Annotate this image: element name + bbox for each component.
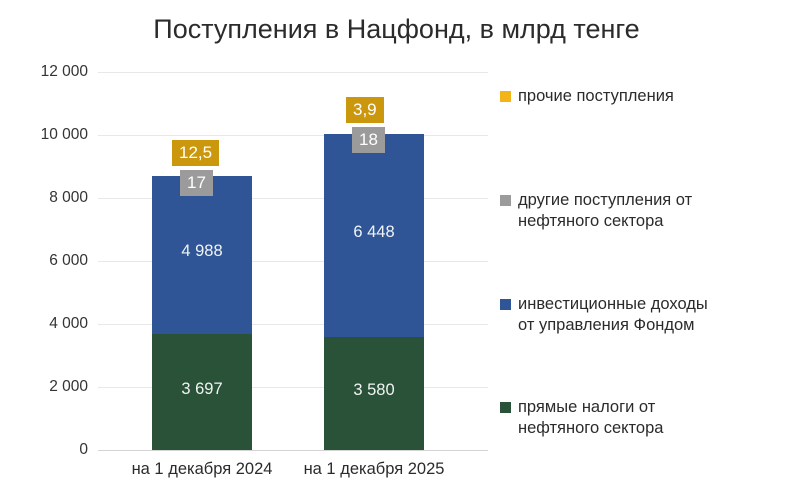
y-tick-10000: 10 000 (40, 126, 88, 143)
gridline-baseline-0 (98, 450, 488, 451)
bar-value-direct-taxes: 3 697 (181, 379, 223, 398)
legend-item-direct-taxes[interactable]: прямые налоги от нефтяного сектора (500, 397, 790, 439)
y-tick-8000: 8 000 (49, 189, 88, 206)
bar-segment-direct-taxes[interactable]: 3 580 (324, 337, 424, 450)
gridline-8000 (98, 198, 488, 199)
bar-value-investment-income: 4 988 (181, 242, 223, 261)
legend-swatch-icon (500, 195, 511, 206)
y-tick-0: 0 (79, 441, 88, 458)
legend-swatch-icon (500, 91, 511, 102)
bar-value-other-oil-sector: 18 (352, 127, 385, 154)
y-axis: 12 000 10 000 8 000 6 000 4 000 2 000 0 (0, 0, 88, 500)
bar-value-other-revenues: 12,5 (172, 139, 220, 166)
legend-item-other-oil-sector[interactable]: другие поступления от нефтяного сектора (500, 190, 790, 232)
gridline-10000 (98, 135, 488, 136)
legend-label: прямые налоги от нефтяного сектора (518, 398, 664, 437)
bar-segment-investment-income[interactable]: 4 988 (152, 176, 252, 334)
y-tick-6000: 6 000 (49, 252, 88, 269)
legend-label: другие поступления от нефтяного сектора (518, 191, 693, 230)
bar-value-investment-income: 6 448 (353, 223, 395, 242)
bar-column-2024[interactable]: 3 697 4 988 17 12,5 (152, 139, 252, 450)
x-tick-2025: на 1 декабря 2025 (303, 460, 445, 478)
bar-segment-investment-income[interactable]: 6 448 (324, 134, 424, 338)
legend-swatch-icon (500, 299, 511, 310)
chart-legend: прочие поступления другие поступления от… (500, 86, 790, 466)
legend-item-investment-income[interactable]: инвестиционные доходы от управления Фонд… (500, 294, 790, 336)
y-tick-4000: 4 000 (49, 315, 88, 332)
bar-column-2025[interactable]: 3 580 6 448 18 3,9 (324, 97, 424, 450)
plot-area: 3 697 4 988 17 12,5 3 580 6 448 18 3,9 (98, 72, 488, 451)
gridline-12000 (98, 72, 488, 73)
gridline-4000 (98, 324, 488, 325)
x-tick-2024: на 1 декабря 2024 (131, 460, 273, 478)
bar-value-other-revenues: 3,9 (346, 97, 384, 124)
legend-item-other-revenues[interactable]: прочие поступления (500, 86, 790, 107)
legend-label: инвестиционные доходы от управления Фонд… (518, 295, 708, 334)
legend-swatch-icon (500, 402, 511, 413)
bar-value-other-oil-sector: 17 (180, 169, 213, 196)
y-tick-12000: 12 000 (40, 63, 88, 80)
gridline-2000 (98, 387, 488, 388)
bar-value-direct-taxes: 3 580 (353, 381, 395, 400)
gridline-6000 (98, 261, 488, 262)
y-tick-2000: 2 000 (49, 378, 88, 395)
legend-label: прочие поступления (518, 87, 674, 105)
chart-title: Поступления в Нацфонд, в млрд тенге (153, 14, 640, 44)
bar-segment-direct-taxes[interactable]: 3 697 (152, 333, 252, 450)
